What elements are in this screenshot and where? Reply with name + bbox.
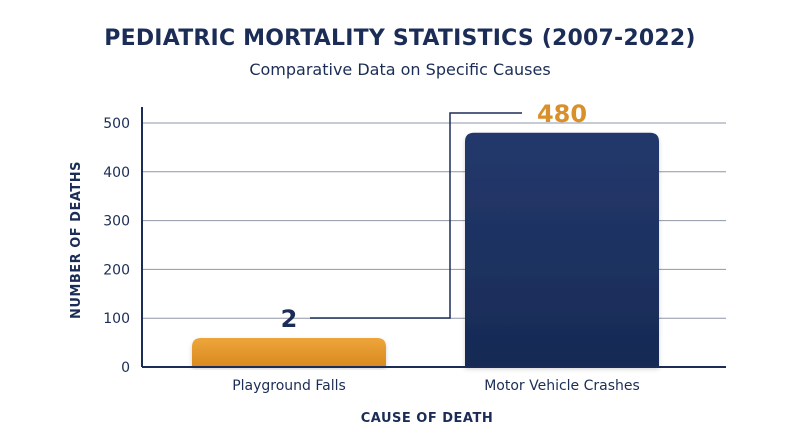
bar-playground-falls (192, 338, 386, 367)
y-tick-label: 0 (121, 360, 130, 376)
x-tick-label: Playground Falls (232, 378, 346, 394)
label-connectors (310, 112, 522, 319)
y-tick-labels: 0 100 200 300 400 500 (103, 116, 130, 376)
y-axis-title: NUMBER OF DEATHS (69, 161, 84, 319)
chart-title: PEDIATRIC MORTALITY STATISTICS (2007-202… (104, 26, 696, 51)
x-axis-title: CAUSE OF DEATH (361, 411, 493, 426)
bars (192, 132, 659, 367)
data-labels: 2 480 (281, 100, 587, 333)
axes (141, 107, 726, 368)
y-tick-label: 500 (103, 116, 130, 132)
data-label: 480 (537, 100, 587, 128)
x-tick-label: Motor Vehicle Crashes (484, 378, 640, 394)
data-label: 2 (281, 305, 298, 333)
bar-motor-vehicle-crashes (465, 132, 659, 367)
chart-subtitle: Comparative Data on Specific Causes (249, 60, 551, 79)
y-tick-label: 400 (103, 165, 130, 181)
category-labels: Playground Falls Motor Vehicle Crashes (232, 378, 640, 394)
y-tick-label: 100 (103, 311, 130, 327)
y-tick-label: 300 (103, 214, 130, 230)
y-tick-label: 200 (103, 262, 130, 278)
label-connector-line (310, 112, 522, 319)
